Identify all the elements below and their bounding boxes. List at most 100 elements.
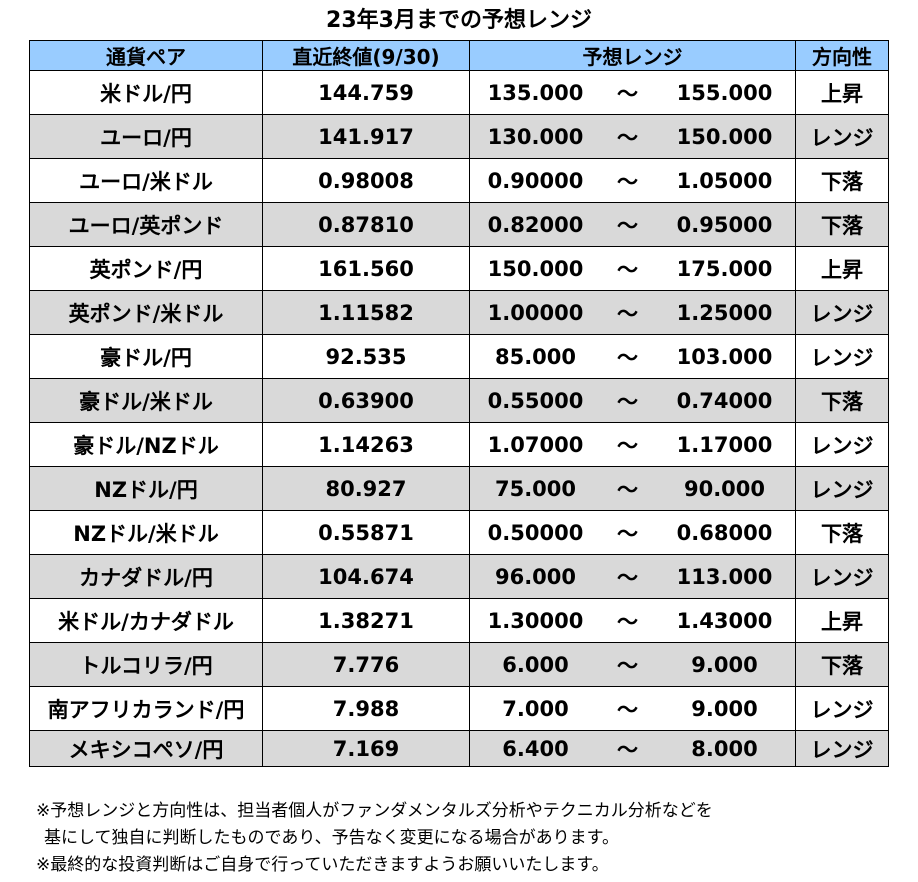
range-low: 1.30000 bbox=[487, 608, 584, 633]
close-cell: 0.98008 bbox=[262, 158, 470, 203]
pair-cell: 豪ドル/NZドル bbox=[29, 422, 263, 467]
range-high: 8.000 bbox=[691, 736, 758, 761]
range-low: 135.000 bbox=[487, 80, 584, 105]
range-high: 0.74000 bbox=[676, 388, 773, 413]
close-cell: 7.988 bbox=[262, 686, 470, 731]
direction-cell: レンジ bbox=[795, 466, 889, 511]
table-row: 南アフリカランド/円 7.988 7.000 ～ 9.000 レンジ bbox=[29, 686, 889, 731]
table-row: 米ドル/カナダドル 1.38271 1.30000 ～ 1.43000 上昇 bbox=[29, 598, 889, 643]
range-tilde: ～ bbox=[617, 345, 638, 370]
direction-cell: レンジ bbox=[795, 422, 889, 467]
table-row: 英ポンド/米ドル 1.11582 1.00000 ～ 1.25000 レンジ bbox=[29, 290, 889, 335]
range-high: 175.000 bbox=[676, 256, 773, 281]
range-values: 135.000 ～ 155.000 bbox=[471, 78, 795, 108]
range-low: 1.07000 bbox=[487, 432, 584, 457]
pair-cell: メキシコペソ/円 bbox=[29, 730, 263, 767]
header-close: 直近終値(9/30) bbox=[262, 40, 470, 71]
pair-cell: 豪ドル/米ドル bbox=[29, 378, 263, 423]
table-row: ユーロ/英ポンド 0.87810 0.82000 ～ 0.95000 下落 bbox=[29, 202, 889, 247]
table-row: 豪ドル/NZドル 1.14263 1.07000 ～ 1.17000 レンジ bbox=[29, 422, 889, 467]
range-values: 75.000 ～ 90.000 bbox=[471, 474, 795, 504]
range-low: 150.000 bbox=[487, 256, 584, 281]
range-cell: 7.000 ～ 9.000 bbox=[469, 686, 796, 731]
direction-cell: レンジ bbox=[795, 334, 889, 379]
range-low: 130.000 bbox=[487, 124, 584, 149]
range-tilde: ～ bbox=[617, 389, 638, 414]
table-row: 英ポンド/円 161.560 150.000 ～ 175.000 上昇 bbox=[29, 246, 889, 291]
close-cell: 7.776 bbox=[262, 642, 470, 687]
header-direction: 方向性 bbox=[795, 40, 889, 71]
range-high: 90.000 bbox=[683, 476, 766, 501]
range-tilde: ～ bbox=[617, 433, 638, 458]
range-high: 1.17000 bbox=[676, 432, 773, 457]
range-low: 6.400 bbox=[502, 736, 569, 761]
disclaimer-notes: ※予想レンジと方向性は、担当者個人がファンダメンタルズ分析やテクニカル分析などを… bbox=[36, 798, 896, 879]
range-high: 9.000 bbox=[691, 696, 758, 721]
table-row: NZドル/円 80.927 75.000 ～ 90.000 レンジ bbox=[29, 466, 889, 511]
range-values: 1.00000 ～ 1.25000 bbox=[471, 298, 795, 328]
header-row: 通貨ペア 直近終値(9/30) 予想レンジ 方向性 bbox=[29, 40, 889, 71]
range-low: 0.90000 bbox=[487, 168, 584, 193]
close-cell: 80.927 bbox=[262, 466, 470, 511]
header-pair: 通貨ペア bbox=[29, 40, 263, 71]
range-cell: 85.000 ～ 103.000 bbox=[469, 334, 796, 379]
note-line-3: ※最終的な投資判断はご自身で行っていただきますようお願いいたします。 bbox=[36, 855, 609, 875]
direction-cell: レンジ bbox=[795, 554, 889, 599]
close-cell: 144.759 bbox=[262, 70, 470, 115]
range-high: 155.000 bbox=[676, 80, 773, 105]
range-high: 0.68000 bbox=[676, 520, 773, 545]
pair-cell: NZドル/米ドル bbox=[29, 510, 263, 555]
range-values: 0.90000 ～ 1.05000 bbox=[471, 166, 795, 196]
forecast-table: 通貨ペア 直近終値(9/30) 予想レンジ 方向性 米ドル/円 144.759 … bbox=[29, 40, 889, 767]
range-low: 0.55000 bbox=[487, 388, 584, 413]
pair-cell: 英ポンド/米ドル bbox=[29, 290, 263, 335]
close-cell: 0.55871 bbox=[262, 510, 470, 555]
table-row: NZドル/米ドル 0.55871 0.50000 ～ 0.68000 下落 bbox=[29, 510, 889, 555]
range-values: 96.000 ～ 113.000 bbox=[471, 562, 795, 592]
range-cell: 135.000 ～ 155.000 bbox=[469, 70, 796, 115]
table-row: メキシコペソ/円 7.169 6.400 ～ 8.000 レンジ bbox=[29, 730, 889, 767]
close-cell: 0.87810 bbox=[262, 202, 470, 247]
range-tilde: ～ bbox=[617, 737, 638, 762]
close-cell: 7.169 bbox=[262, 730, 470, 767]
range-values: 6.400 ～ 8.000 bbox=[471, 734, 795, 764]
range-tilde: ～ bbox=[617, 213, 638, 238]
range-values: 0.82000 ～ 0.95000 bbox=[471, 210, 795, 240]
range-tilde: ～ bbox=[617, 653, 638, 678]
direction-cell: 下落 bbox=[795, 158, 889, 203]
pair-cell: カナダドル/円 bbox=[29, 554, 263, 599]
range-values: 0.50000 ～ 0.68000 bbox=[471, 518, 795, 548]
range-cell: 96.000 ～ 113.000 bbox=[469, 554, 796, 599]
pair-cell: ユーロ/英ポンド bbox=[29, 202, 263, 247]
range-low: 96.000 bbox=[494, 564, 577, 589]
range-tilde: ～ bbox=[617, 609, 638, 634]
direction-cell: レンジ bbox=[795, 290, 889, 335]
range-tilde: ～ bbox=[617, 477, 638, 502]
range-cell: 1.07000 ～ 1.17000 bbox=[469, 422, 796, 467]
range-values: 0.55000 ～ 0.74000 bbox=[471, 386, 795, 416]
close-cell: 0.63900 bbox=[262, 378, 470, 423]
pair-cell: 米ドル/円 bbox=[29, 70, 263, 115]
range-values: 6.000 ～ 9.000 bbox=[471, 650, 795, 680]
range-values: 1.30000 ～ 1.43000 bbox=[471, 606, 795, 636]
pair-cell: 英ポンド/円 bbox=[29, 246, 263, 291]
close-cell: 1.11582 bbox=[262, 290, 470, 335]
range-cell: 1.30000 ～ 1.43000 bbox=[469, 598, 796, 643]
close-cell: 161.560 bbox=[262, 246, 470, 291]
direction-cell: レンジ bbox=[795, 686, 889, 731]
range-cell: 0.90000 ～ 1.05000 bbox=[469, 158, 796, 203]
range-values: 1.07000 ～ 1.17000 bbox=[471, 430, 795, 460]
close-cell: 1.38271 bbox=[262, 598, 470, 643]
table-row: ユーロ/米ドル 0.98008 0.90000 ～ 1.05000 下落 bbox=[29, 158, 889, 203]
range-tilde: ～ bbox=[617, 257, 638, 282]
range-cell: 150.000 ～ 175.000 bbox=[469, 246, 796, 291]
pair-cell: トルコリラ/円 bbox=[29, 642, 263, 687]
pair-cell: 米ドル/カナダドル bbox=[29, 598, 263, 643]
range-cell: 1.00000 ～ 1.25000 bbox=[469, 290, 796, 335]
direction-cell: 下落 bbox=[795, 378, 889, 423]
range-cell: 6.400 ～ 8.000 bbox=[469, 730, 796, 767]
pair-cell: NZドル/円 bbox=[29, 466, 263, 511]
note-line-1: ※予想レンジと方向性は、担当者個人がファンダメンタルズ分析やテクニカル分析などを bbox=[36, 801, 713, 821]
page-title: 23年3月までの予想レンジ bbox=[326, 8, 592, 33]
range-cell: 0.82000 ～ 0.95000 bbox=[469, 202, 796, 247]
